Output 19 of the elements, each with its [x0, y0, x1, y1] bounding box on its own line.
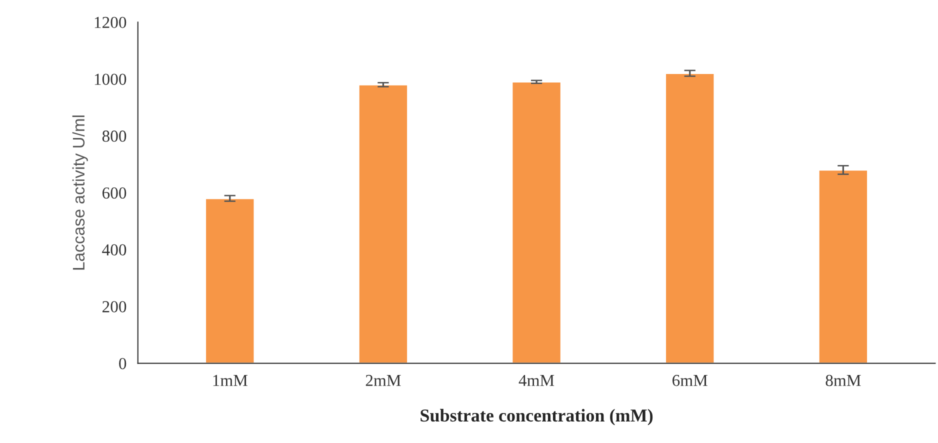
y-tick-label: 200	[102, 301, 126, 312]
y-tick-label: 1200	[94, 16, 126, 28]
bar	[511, 81, 562, 364]
x-tick-label: 4mM	[518, 374, 554, 386]
bar	[664, 72, 716, 364]
x-axis-title: Substrate concentration (mM)	[420, 408, 653, 426]
x-tick-label: 8mM	[826, 374, 861, 386]
y-tick-label: 0	[119, 358, 126, 370]
x-tick-label: 2mM	[366, 374, 401, 386]
x-tick-label: 6mM	[672, 374, 708, 386]
bar	[204, 198, 256, 364]
y-tick-label: 400	[102, 244, 126, 256]
x-tick-label: 1mM	[213, 374, 248, 386]
bar	[358, 84, 408, 364]
y-tick-label: 800	[102, 130, 126, 142]
y-axis-title: Laccase activity U/ml	[72, 116, 88, 270]
y-tick-label: 600	[102, 187, 126, 199]
y-tick-label: 1000	[94, 74, 126, 85]
bar	[818, 169, 868, 364]
